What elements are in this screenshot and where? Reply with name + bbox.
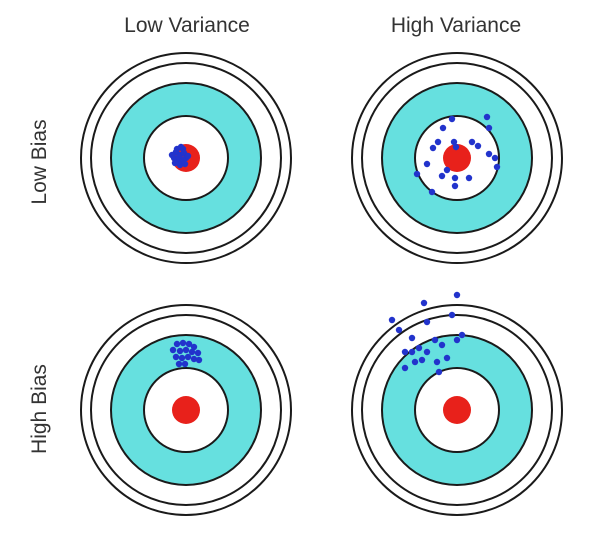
high-bias-low-variance-dart-point: [190, 343, 198, 351]
high-bias-high-variance-dart-point: [401, 348, 409, 356]
column-label-high-variance: High Variance: [390, 14, 522, 37]
low-bias-high-variance-dart-point: [483, 113, 491, 121]
high-bias-low-variance-dart-point: [175, 360, 183, 368]
high-bias-high-variance-dart-point: [458, 331, 466, 339]
low-bias-high-variance-dart-point: [428, 188, 436, 196]
high-bias-high-variance-dart-point: [443, 354, 451, 362]
high-bias-low-variance-dart-point: [169, 346, 177, 354]
low-bias-low-variance-dart-point: [176, 161, 184, 169]
high-bias-low-variance-dart-point: [178, 354, 186, 362]
high-bias-high-variance-dart-point: [453, 336, 461, 344]
high-bias-high-variance-bullseye: [443, 396, 471, 424]
high-bias-low-variance-dart-point: [173, 340, 181, 348]
low-bias-high-variance-dart-point: [485, 124, 493, 132]
high-bias-high-variance-dart-point: [435, 368, 443, 376]
high-bias-low-variance-dart-point: [181, 360, 189, 368]
high-bias-high-variance-dart-point: [418, 356, 426, 364]
high-bias-low-variance-dart-point: [185, 340, 193, 348]
high-bias-high-variance-dart-point: [408, 348, 416, 356]
high-bias-high-variance-dart-point: [408, 334, 416, 342]
low-bias-high-variance-dart-point: [491, 154, 499, 162]
low-bias-high-variance-dart-point: [439, 124, 447, 132]
high-bias-low-variance-dart-point: [182, 346, 190, 354]
low-bias-high-variance-dart-point: [485, 150, 493, 158]
high-bias-high-variance-dart-point: [395, 326, 403, 334]
low-bias-high-variance-dart-point: [465, 174, 473, 182]
low-bias-high-variance-dart-point: [450, 138, 458, 146]
low-bias-high-variance-dart-point: [429, 144, 437, 152]
high-bias-high-variance-dart-point: [453, 291, 461, 299]
low-bias-low-variance-dart-point: [177, 143, 185, 151]
low-bias-high-variance-dart-point: [448, 115, 456, 123]
low-bias-low-variance-dart-point: [171, 159, 179, 167]
high-bias-low-variance-dart-point: [179, 339, 187, 347]
high-bias-high-variance-dart-point: [423, 348, 431, 356]
low-bias-high-variance-dart-point: [452, 143, 460, 151]
high-bias-high-variance-dart-point: [431, 336, 439, 344]
high-bias-low-variance-bullseye: [172, 396, 200, 424]
low-bias-high-variance-dart-point: [413, 170, 421, 178]
low-bias-high-variance-dart-point: [451, 182, 459, 190]
high-bias-high-variance-dart-point: [448, 311, 456, 319]
high-bias-low-variance-dart-point: [176, 347, 184, 355]
high-bias-low-variance-dart-point: [190, 355, 198, 363]
low-bias-high-variance-bullseye: [443, 144, 471, 172]
low-bias-high-variance-dart-point: [438, 172, 446, 180]
high-bias-low-variance-dart-point: [172, 353, 180, 361]
high-bias-low-variance-dart-point: [188, 348, 196, 356]
low-bias-high-variance-dart-point: [468, 138, 476, 146]
low-bias-high-variance-dart-point: [474, 142, 482, 150]
high-bias-high-variance-dart-point: [423, 318, 431, 326]
high-bias-high-variance-dart-point: [401, 364, 409, 372]
high-bias-high-variance-dart-point: [420, 299, 428, 307]
low-bias-high-variance-dart-point: [443, 166, 451, 174]
low-bias-low-variance-dart-point: [168, 151, 176, 159]
high-bias-low-variance-dart-point: [195, 356, 203, 364]
low-bias-low-variance-dart-point: [184, 152, 192, 160]
low-bias-high-variance-dart-point: [493, 163, 501, 171]
low-bias-high-variance-dart-point: [451, 174, 459, 182]
high-bias-low-variance-dart-point: [194, 349, 202, 357]
high-bias-high-variance-dart-point: [388, 316, 396, 324]
high-bias-low-variance-dart-point: [184, 353, 192, 361]
low-bias-high-variance-dart-point: [434, 138, 442, 146]
high-bias-high-variance-dart-point: [433, 358, 441, 366]
column-label-low-variance: Low Variance: [124, 14, 250, 37]
low-bias-high-variance-dart-point: [423, 160, 431, 168]
high-bias-high-variance-dart-point: [411, 358, 419, 366]
high-bias-high-variance-dart-point: [415, 344, 423, 352]
low-bias-low-variance-dart-point: [179, 156, 187, 164]
high-bias-high-variance-dart-point: [438, 341, 446, 349]
